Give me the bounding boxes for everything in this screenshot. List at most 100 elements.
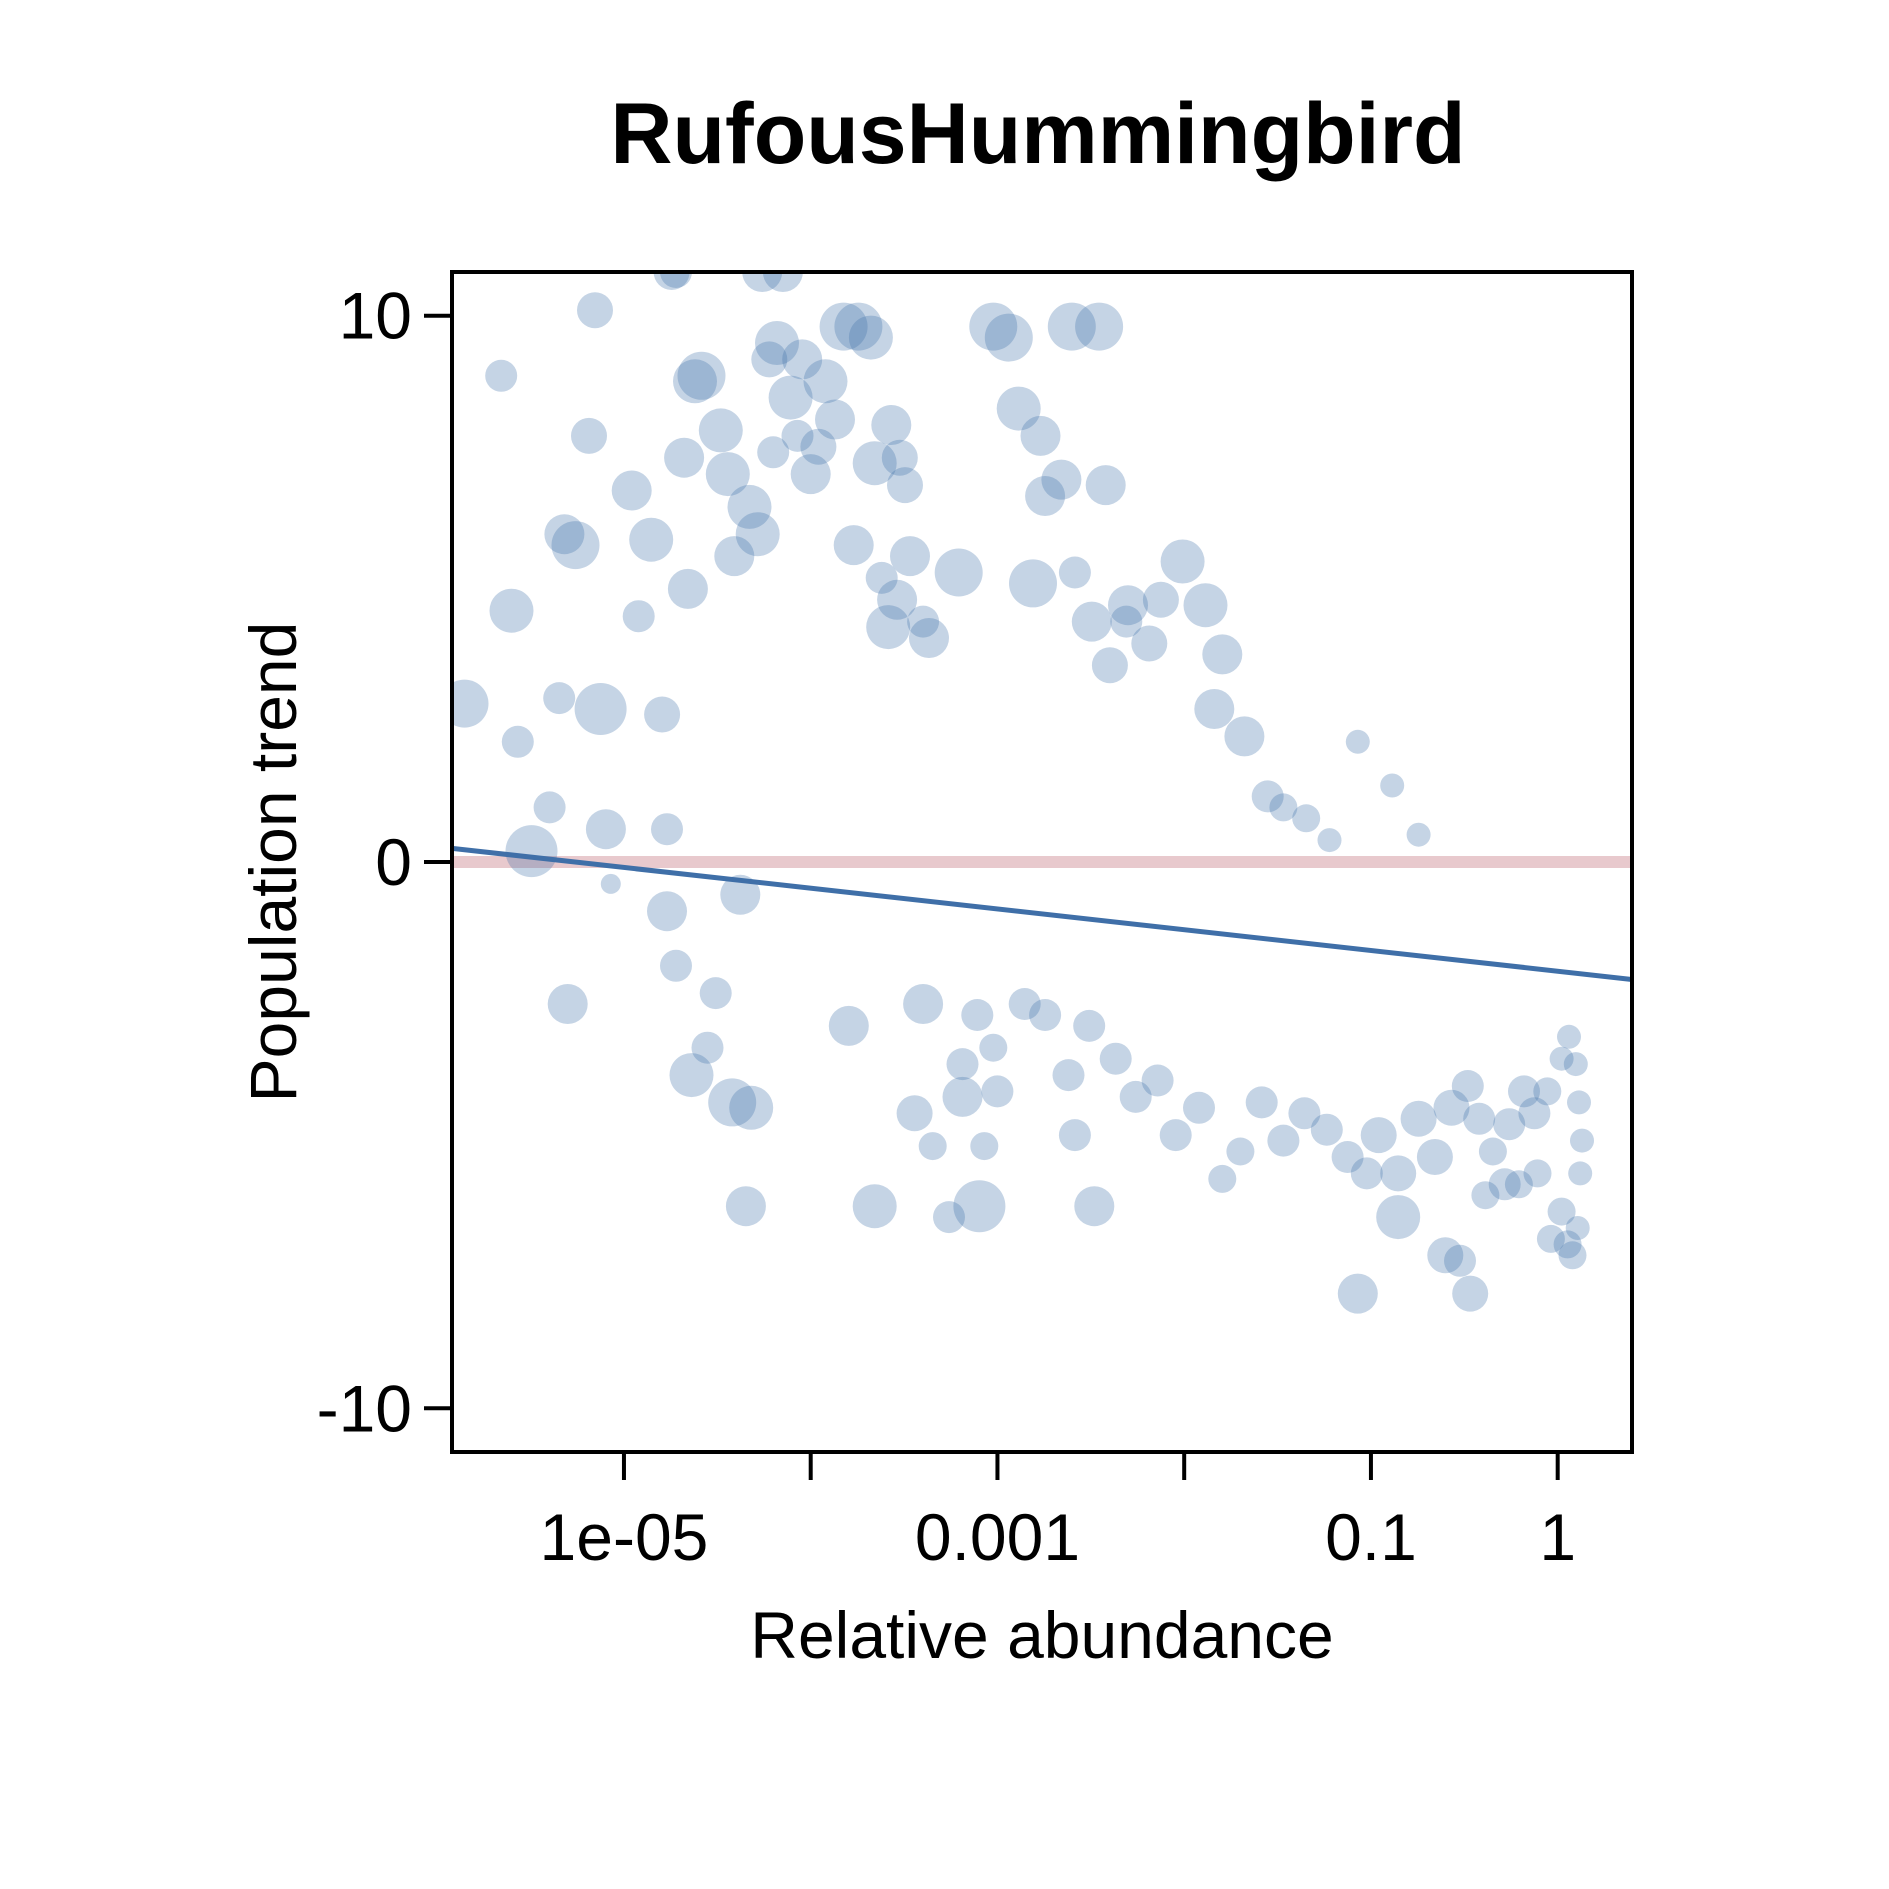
data-point bbox=[729, 1085, 774, 1130]
data-point bbox=[505, 825, 558, 878]
data-point bbox=[705, 452, 750, 497]
data-points bbox=[452, 272, 1594, 1314]
data-point bbox=[1380, 1155, 1417, 1192]
data-point bbox=[981, 1075, 1014, 1108]
data-point bbox=[611, 470, 652, 511]
data-point bbox=[1345, 729, 1370, 754]
data-point bbox=[501, 725, 534, 758]
data-point bbox=[762, 272, 803, 292]
data-point bbox=[544, 514, 585, 555]
data-point bbox=[1380, 773, 1405, 798]
data-point bbox=[852, 441, 897, 486]
data-point bbox=[819, 302, 868, 351]
data-point bbox=[969, 302, 1018, 351]
data-point bbox=[725, 1186, 766, 1227]
data-point bbox=[673, 359, 717, 404]
data-point bbox=[1400, 1100, 1437, 1137]
data-point bbox=[574, 683, 627, 735]
data-point bbox=[551, 521, 600, 570]
data-point bbox=[1071, 601, 1112, 642]
data-point bbox=[909, 618, 949, 658]
y-tick-label: 0 bbox=[375, 825, 412, 899]
data-point bbox=[699, 977, 732, 1010]
data-point bbox=[533, 791, 566, 824]
data-point bbox=[1142, 581, 1179, 618]
y-tick-label: -10 bbox=[317, 1371, 412, 1445]
data-point bbox=[953, 1180, 1006, 1233]
data-point bbox=[768, 375, 813, 420]
data-point bbox=[918, 1132, 947, 1161]
data-point bbox=[984, 313, 1033, 362]
data-point bbox=[1292, 804, 1321, 833]
x-tick-label: 0.1 bbox=[1325, 1500, 1417, 1574]
data-point bbox=[1131, 625, 1168, 662]
data-point bbox=[1269, 793, 1298, 822]
data-point bbox=[1074, 1186, 1115, 1227]
data-point bbox=[735, 512, 780, 557]
data-point bbox=[1331, 1141, 1364, 1173]
data-point bbox=[644, 696, 681, 733]
data-point bbox=[1376, 1195, 1421, 1240]
data-point bbox=[600, 873, 621, 894]
data-point bbox=[751, 341, 788, 378]
data-point bbox=[1570, 1128, 1594, 1153]
data-point bbox=[865, 561, 898, 594]
trend-line bbox=[452, 845, 1632, 982]
data-point bbox=[647, 891, 687, 932]
data-point bbox=[651, 813, 683, 846]
data-point bbox=[1350, 1157, 1383, 1190]
data-point bbox=[1567, 1090, 1591, 1115]
chart-title: RufousHummingbird bbox=[610, 86, 1465, 182]
data-point bbox=[907, 605, 940, 638]
data-point bbox=[1406, 822, 1431, 847]
data-point bbox=[934, 548, 983, 597]
data-point bbox=[653, 272, 690, 290]
data-point bbox=[815, 399, 855, 440]
data-point bbox=[1536, 1224, 1565, 1253]
data-point bbox=[742, 272, 783, 292]
data-point bbox=[1058, 1119, 1091, 1152]
x-axis: 1e-05 0.001 0.1 1 bbox=[540, 1452, 1576, 1574]
data-point bbox=[852, 1184, 897, 1229]
data-point bbox=[890, 536, 930, 577]
y-axis: 10 0 -10 bbox=[317, 279, 452, 1445]
data-point bbox=[1553, 1230, 1582, 1259]
data-point bbox=[1183, 1091, 1215, 1124]
x-tick-label: 1e-05 bbox=[540, 1500, 709, 1574]
data-point bbox=[585, 809, 626, 850]
data-point bbox=[452, 679, 489, 728]
data-point bbox=[1452, 1275, 1489, 1312]
data-point bbox=[622, 600, 655, 633]
data-point bbox=[727, 484, 772, 529]
data-point bbox=[1159, 1119, 1192, 1152]
data-point bbox=[1310, 1113, 1343, 1146]
data-point bbox=[1444, 1244, 1476, 1277]
data-point bbox=[571, 417, 607, 454]
data-point bbox=[903, 984, 944, 1024]
data-point bbox=[543, 682, 576, 715]
data-point bbox=[1194, 689, 1235, 729]
data-point bbox=[782, 339, 823, 380]
data-point bbox=[757, 436, 790, 469]
data-point bbox=[803, 359, 848, 404]
data-point bbox=[1202, 634, 1243, 675]
fit-line-layer bbox=[452, 845, 1632, 982]
x-tick-label: 1 bbox=[1539, 1500, 1576, 1574]
data-point bbox=[1208, 1164, 1237, 1193]
data-point bbox=[1160, 539, 1205, 584]
data-point bbox=[1245, 1086, 1278, 1119]
y-tick-label: 10 bbox=[339, 279, 412, 353]
data-point bbox=[1433, 1089, 1470, 1126]
data-point bbox=[1041, 459, 1082, 500]
data-point bbox=[755, 321, 799, 365]
data-point bbox=[1020, 415, 1061, 456]
data-point bbox=[781, 419, 814, 452]
data-point bbox=[1047, 302, 1096, 351]
data-point bbox=[489, 588, 534, 633]
data-point bbox=[866, 605, 911, 650]
data-point bbox=[996, 386, 1041, 431]
data-point bbox=[1226, 1137, 1255, 1166]
data-point bbox=[881, 439, 918, 476]
data-point bbox=[1058, 556, 1091, 589]
